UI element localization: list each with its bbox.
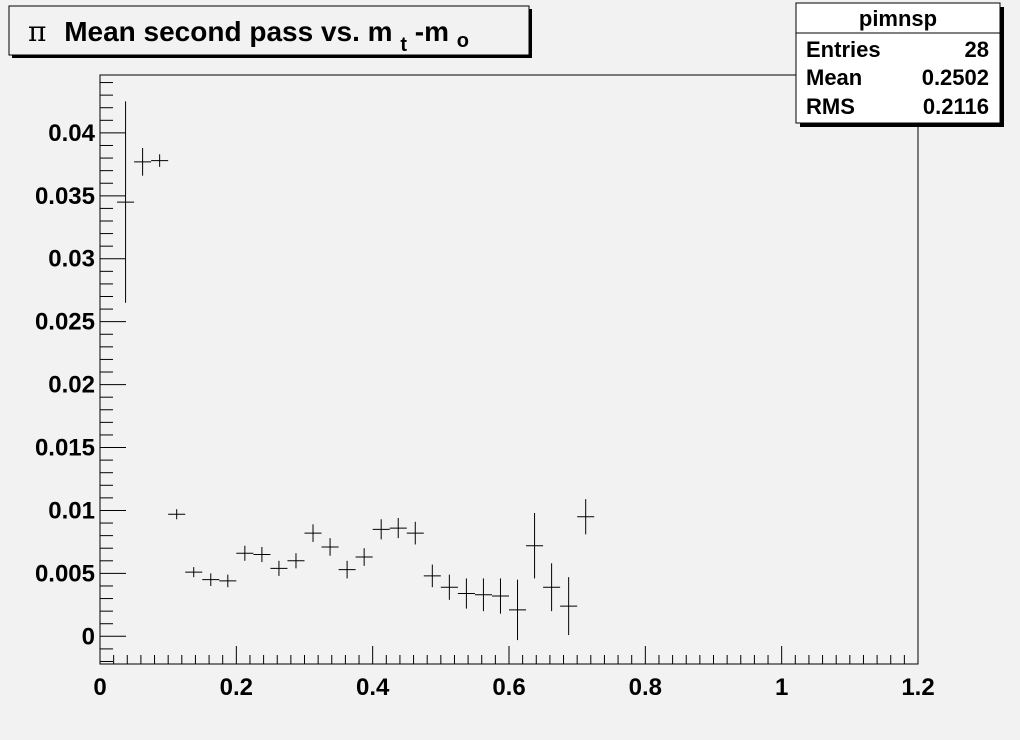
x-tick-label: 1.2 <box>901 674 934 701</box>
data-points <box>117 101 595 641</box>
stats-frame <box>795 2 1001 124</box>
data-point <box>287 553 305 569</box>
data-point <box>406 521 424 545</box>
x-tick-label: 0 <box>93 674 106 701</box>
data-point <box>577 499 595 535</box>
x-tick-label: 1 <box>775 674 788 701</box>
stats-box: pimnsp Entries 28 Mean 0.2502 RMS 0.2116 <box>795 2 1004 127</box>
x-tick-label: 0.4 <box>356 674 390 701</box>
stats-rms-value: 0.2116 <box>923 94 989 119</box>
data-point <box>304 524 322 542</box>
data-point <box>457 578 475 609</box>
x-tick-label: 0.8 <box>629 674 662 701</box>
y-tick-label: 0.04 <box>48 120 95 147</box>
x-tick-label: 0.6 <box>492 674 525 701</box>
y-tick-label: 0.02 <box>48 372 95 399</box>
stats-mean-label: Mean <box>806 65 862 90</box>
data-point <box>526 512 544 579</box>
data-point <box>253 546 271 563</box>
stats-name: pimnsp <box>859 6 937 31</box>
data-point <box>185 567 203 578</box>
data-point <box>134 147 152 176</box>
axes: 0 0.2 0.4 0.6 0.8 1 1.2 0 0.005 0.01 0.015 0.02 0.02… <box>35 82 935 701</box>
data-point <box>236 545 254 561</box>
title-symbol: π <box>28 15 46 48</box>
data-point <box>117 101 135 303</box>
title-sub-o: o <box>457 30 469 52</box>
data-point <box>168 509 186 520</box>
data-point <box>560 577 578 636</box>
plot-frame <box>99 74 919 665</box>
data-point <box>440 574 458 600</box>
stats-rms-label: RMS <box>806 94 855 119</box>
data-point <box>389 518 407 539</box>
data-point <box>338 560 356 579</box>
data-point <box>423 564 441 588</box>
stats-entries-label: Entries <box>806 37 881 62</box>
y-tick-label: 0.035 <box>35 183 95 210</box>
stats-entries-value: 28 <box>965 37 989 62</box>
data-point <box>474 578 492 612</box>
data-point <box>355 548 373 566</box>
title-frame <box>8 5 530 56</box>
y-tick-label: 0.005 <box>35 560 95 587</box>
data-point <box>543 563 561 612</box>
y-tick-label: 0.03 <box>48 246 95 273</box>
y-tick-label: 0.015 <box>35 435 95 462</box>
data-point <box>491 578 509 614</box>
data-point <box>270 560 288 576</box>
title-dash: -m <box>415 16 449 47</box>
y-tick-label: 0.01 <box>48 497 95 524</box>
data-point <box>509 579 527 641</box>
title-sub-t: t <box>400 34 407 56</box>
y-tick-label: 0 <box>82 623 95 650</box>
data-point <box>321 538 339 556</box>
data-point <box>151 154 169 167</box>
data-point <box>202 573 220 586</box>
y-tick-label: 0.025 <box>35 309 95 336</box>
data-point <box>372 519 390 540</box>
chart-title: π Mean second pass vs. m t -m o <box>28 15 469 57</box>
data-point <box>219 574 237 588</box>
stats-mean-value: 0.2502 <box>922 65 989 90</box>
title-main: Mean second pass vs. m <box>64 16 392 47</box>
title-box: π Mean second pass vs. m t -m o <box>8 5 532 58</box>
x-tick-label: 0.2 <box>220 674 253 701</box>
